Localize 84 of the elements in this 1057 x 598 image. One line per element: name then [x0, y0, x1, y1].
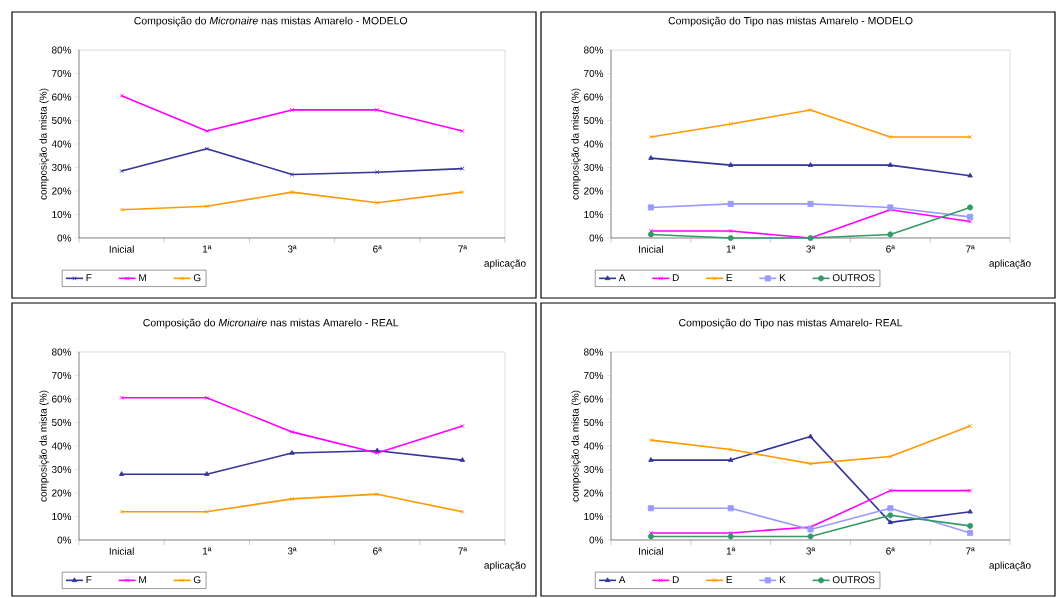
- x-tick-label: Inicial: [639, 245, 663, 253]
- y-tick-label: 50%: [51, 116, 72, 125]
- y-tick-label: 20%: [52, 187, 72, 195]
- x-tick-label: 1ª: [202, 245, 212, 253]
- y-tick-label: 50%: [583, 418, 604, 427]
- y-tick-label: 0%: [57, 536, 72, 544]
- y-tick-label: 70%: [52, 69, 72, 78]
- x-axis-title: aplicação: [484, 561, 526, 571]
- x-tick-label: 6ª: [886, 547, 895, 555]
- x-axis-title: aplicação: [484, 259, 526, 269]
- chart-title: Composição do Micronaire nas mistas Amarelo - REAL: [143, 318, 399, 329]
- x-tick-label: Inicial: [109, 245, 134, 253]
- legend-label: G: [193, 274, 201, 282]
- y-tick-label: 30%: [583, 465, 604, 474]
- legend-label: F: [86, 274, 92, 282]
- legend-label: OUTROS: [832, 576, 875, 584]
- y-tick-label: 10%: [52, 210, 72, 219]
- x-axis-title: aplicação: [989, 259, 1031, 269]
- y-tick-label: 70%: [52, 371, 72, 380]
- y-tick-label: 20%: [584, 187, 604, 195]
- x-tick-label: 1ª: [202, 547, 212, 555]
- y-tick-label: 70%: [584, 371, 604, 380]
- y-tick-label: 80%: [51, 348, 72, 356]
- legend-label: K: [779, 576, 786, 584]
- legend-label: A: [618, 576, 626, 584]
- x-tick-label: 3ª: [287, 245, 297, 253]
- x-tick-label: 6ª: [886, 245, 895, 253]
- y-tick-label: 0%: [589, 536, 604, 544]
- y-tick-label: 60%: [584, 395, 604, 403]
- y-tick-label: 30%: [583, 163, 604, 172]
- y-tick-label: 60%: [52, 93, 72, 101]
- y-tick-label: 20%: [584, 489, 604, 497]
- y-tick-label: 40%: [51, 442, 72, 450]
- chart-title: Composição do Micronaire nas mistas Amarelo - MODELO: [134, 16, 408, 27]
- y-tick-label: 30%: [51, 465, 72, 474]
- legend-label: E: [726, 274, 733, 282]
- y-tick-label: 10%: [584, 210, 604, 219]
- x-tick-label: 7ª: [458, 547, 468, 555]
- y-tick-label: 60%: [52, 395, 72, 403]
- x-tick-label: 3ª: [806, 245, 816, 253]
- y-tick-label: 80%: [583, 46, 604, 54]
- legend-label: D: [672, 576, 679, 584]
- x-tick-label: 6ª: [373, 547, 382, 555]
- x-tick-label: 7ª: [458, 245, 468, 253]
- y-tick-label: 20%: [52, 489, 72, 497]
- y-tick-label: 40%: [583, 140, 604, 148]
- legend-label: A: [618, 274, 626, 282]
- y-tick-label: 0%: [589, 234, 604, 242]
- x-tick-label: 1ª: [726, 547, 736, 555]
- y-axis-title: composição da mista (%): [571, 390, 581, 502]
- x-tick-label: 6ª: [373, 245, 382, 253]
- legend-label: G: [193, 576, 201, 584]
- legend-label: F: [86, 576, 92, 584]
- y-axis-title: composição da mista (%): [571, 88, 581, 200]
- x-tick-label: 7ª: [966, 547, 975, 555]
- y-tick-label: 50%: [583, 116, 604, 125]
- legend-label: M: [139, 274, 146, 282]
- y-axis-title: composição da mista (%): [39, 88, 49, 200]
- x-tick-label: 3ª: [806, 547, 816, 555]
- legend-label: D: [672, 274, 679, 282]
- y-tick-label: 70%: [584, 69, 604, 78]
- y-tick-label: 60%: [584, 93, 604, 101]
- x-tick-label: 1ª: [726, 245, 736, 253]
- y-tick-label: 80%: [583, 348, 604, 356]
- x-axis-title: aplicação: [989, 561, 1031, 571]
- y-tick-label: 40%: [51, 140, 72, 148]
- x-tick-label: 7ª: [966, 245, 975, 253]
- x-tick-label: Inicial: [109, 547, 134, 555]
- legend-label: OUTROS: [832, 274, 875, 282]
- x-tick-label: Inicial: [639, 547, 663, 555]
- chart-title: Composição do Tipo nas mistas Amarelo - MODELO: [668, 16, 913, 27]
- chart-title: Composição do Tipo nas mistas Amarelo- REAL: [679, 318, 903, 329]
- legend-label: E: [726, 576, 733, 584]
- y-tick-label: 40%: [583, 442, 604, 450]
- y-tick-label: 10%: [584, 512, 604, 521]
- x-tick-label: 3ª: [287, 547, 297, 555]
- y-tick-label: 10%: [52, 512, 72, 521]
- y-tick-label: 50%: [51, 418, 72, 427]
- y-tick-label: 80%: [51, 46, 72, 54]
- y-axis-title: composição da mista (%): [39, 390, 49, 502]
- legend-label: K: [779, 274, 786, 282]
- legend-label: M: [139, 576, 146, 584]
- y-tick-label: 30%: [51, 163, 72, 172]
- y-tick-label: 0%: [57, 234, 72, 242]
